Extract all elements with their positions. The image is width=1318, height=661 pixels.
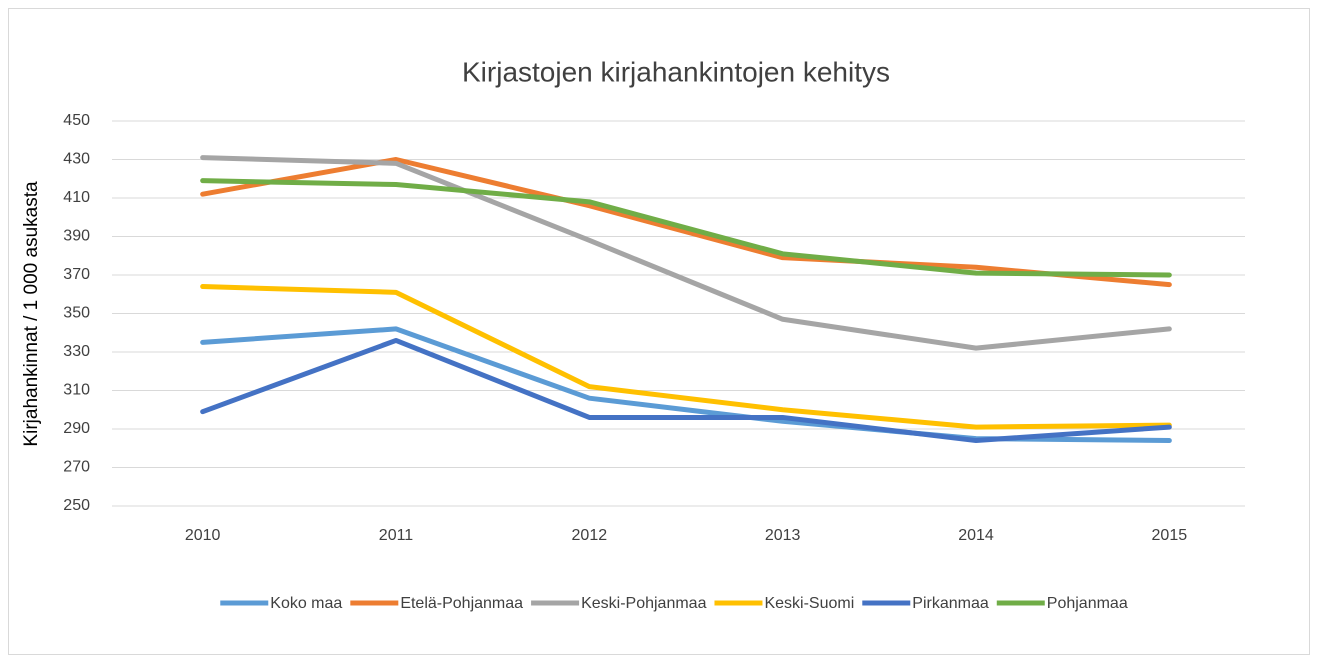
series-line (200, 178, 1172, 278)
y-tick-label: 290 (63, 420, 90, 437)
y-tick-label: 330 (63, 343, 90, 360)
y-tick-label: 450 (63, 112, 90, 129)
y-tick-label: 350 (63, 305, 90, 322)
chart-border (8, 8, 1310, 655)
legend-label: Koko maa (270, 595, 342, 612)
legend-label: Pohjanmaa (1047, 595, 1128, 612)
y-tick-label: 430 (63, 151, 90, 168)
legend-label: Etelä-Pohjanmaa (400, 595, 523, 612)
y-tick-label: 370 (63, 266, 90, 283)
y-tick-label: 390 (63, 228, 90, 245)
x-tick-label: 2014 (958, 527, 994, 544)
legend-label: Keski-Suomi (764, 595, 854, 612)
series-line (200, 155, 1172, 351)
series-line (200, 337, 1172, 444)
series-line (200, 284, 1172, 430)
y-tick-label: 410 (63, 189, 90, 206)
legend-label: Keski-Pohjanmaa (581, 595, 707, 612)
y-tick-label: 250 (63, 497, 90, 514)
x-tick-label: 2013 (765, 527, 801, 544)
y-tick-label: 270 (63, 459, 90, 476)
y-tick-label: 310 (63, 382, 90, 399)
x-tick-label: 2011 (379, 527, 414, 544)
x-tick-label: 2010 (185, 527, 221, 544)
y-axis-label: Kirjahankinnat / 1 000 asukasta (21, 181, 42, 447)
legend-label: Pirkanmaa (912, 595, 989, 612)
chart-title: Kirjastojen kirjahankintojen kehitys (462, 56, 890, 87)
series-line (200, 157, 1172, 288)
x-tick-label: 2012 (572, 527, 608, 544)
x-tick-label: 2015 (1152, 527, 1188, 544)
